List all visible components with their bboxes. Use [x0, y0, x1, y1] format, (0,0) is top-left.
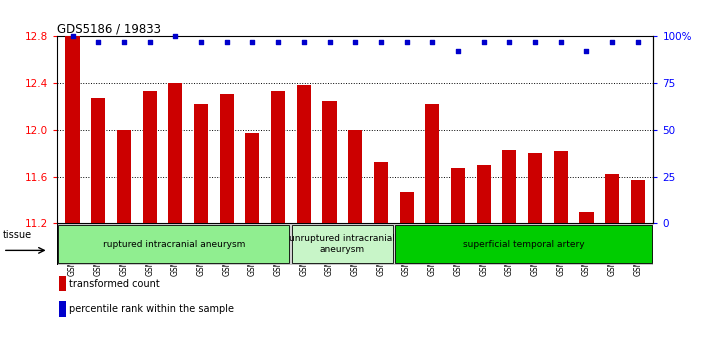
Text: tissue: tissue	[3, 230, 32, 240]
Point	[119, 39, 130, 45]
Bar	[143, 91, 156, 223]
Point	[375, 39, 386, 45]
Bar	[374, 163, 388, 223]
Point	[67, 33, 79, 39]
Point	[196, 39, 207, 45]
Point	[93, 39, 104, 45]
Bar	[271, 91, 285, 223]
Point	[221, 39, 233, 45]
Bar	[220, 94, 233, 223]
Point	[580, 48, 592, 54]
Bar	[323, 101, 336, 223]
Bar	[396, 225, 652, 263]
Point	[426, 39, 438, 45]
Bar	[477, 165, 491, 223]
Point	[349, 39, 361, 45]
Point	[503, 39, 515, 45]
Point	[144, 39, 156, 45]
Bar	[292, 225, 393, 263]
Text: GDS5186 / 19833: GDS5186 / 19833	[57, 22, 161, 35]
Point	[555, 39, 566, 45]
Bar	[91, 98, 105, 223]
Point	[401, 39, 412, 45]
Text: ruptured intracranial aneurysm: ruptured intracranial aneurysm	[103, 240, 245, 249]
Bar	[246, 133, 259, 223]
Bar	[348, 130, 362, 223]
Point	[606, 39, 618, 45]
Bar	[451, 168, 465, 223]
Point	[529, 39, 540, 45]
Bar	[426, 104, 439, 223]
Bar	[59, 225, 289, 263]
Text: transformed count: transformed count	[69, 279, 160, 289]
Bar	[503, 150, 516, 223]
Bar	[400, 192, 413, 223]
Bar	[169, 83, 182, 223]
Bar	[297, 85, 311, 223]
Text: percentile rank within the sample: percentile rank within the sample	[69, 304, 234, 314]
Bar	[580, 212, 593, 223]
Bar	[554, 151, 568, 223]
Point	[452, 48, 463, 54]
Bar	[66, 36, 79, 223]
Bar	[59, 276, 66, 291]
Text: superficial temporal artery: superficial temporal artery	[463, 240, 585, 249]
Bar	[117, 130, 131, 223]
Bar	[631, 180, 645, 223]
Bar	[528, 153, 542, 223]
Point	[632, 39, 643, 45]
Point	[170, 33, 181, 39]
Point	[273, 39, 284, 45]
Bar	[194, 104, 208, 223]
Point	[324, 39, 336, 45]
Bar	[605, 174, 619, 223]
Bar	[59, 301, 66, 317]
Text: unruptured intracranial
aneurysm: unruptured intracranial aneurysm	[289, 234, 395, 254]
Point	[247, 39, 258, 45]
Point	[478, 39, 489, 45]
Point	[298, 39, 310, 45]
